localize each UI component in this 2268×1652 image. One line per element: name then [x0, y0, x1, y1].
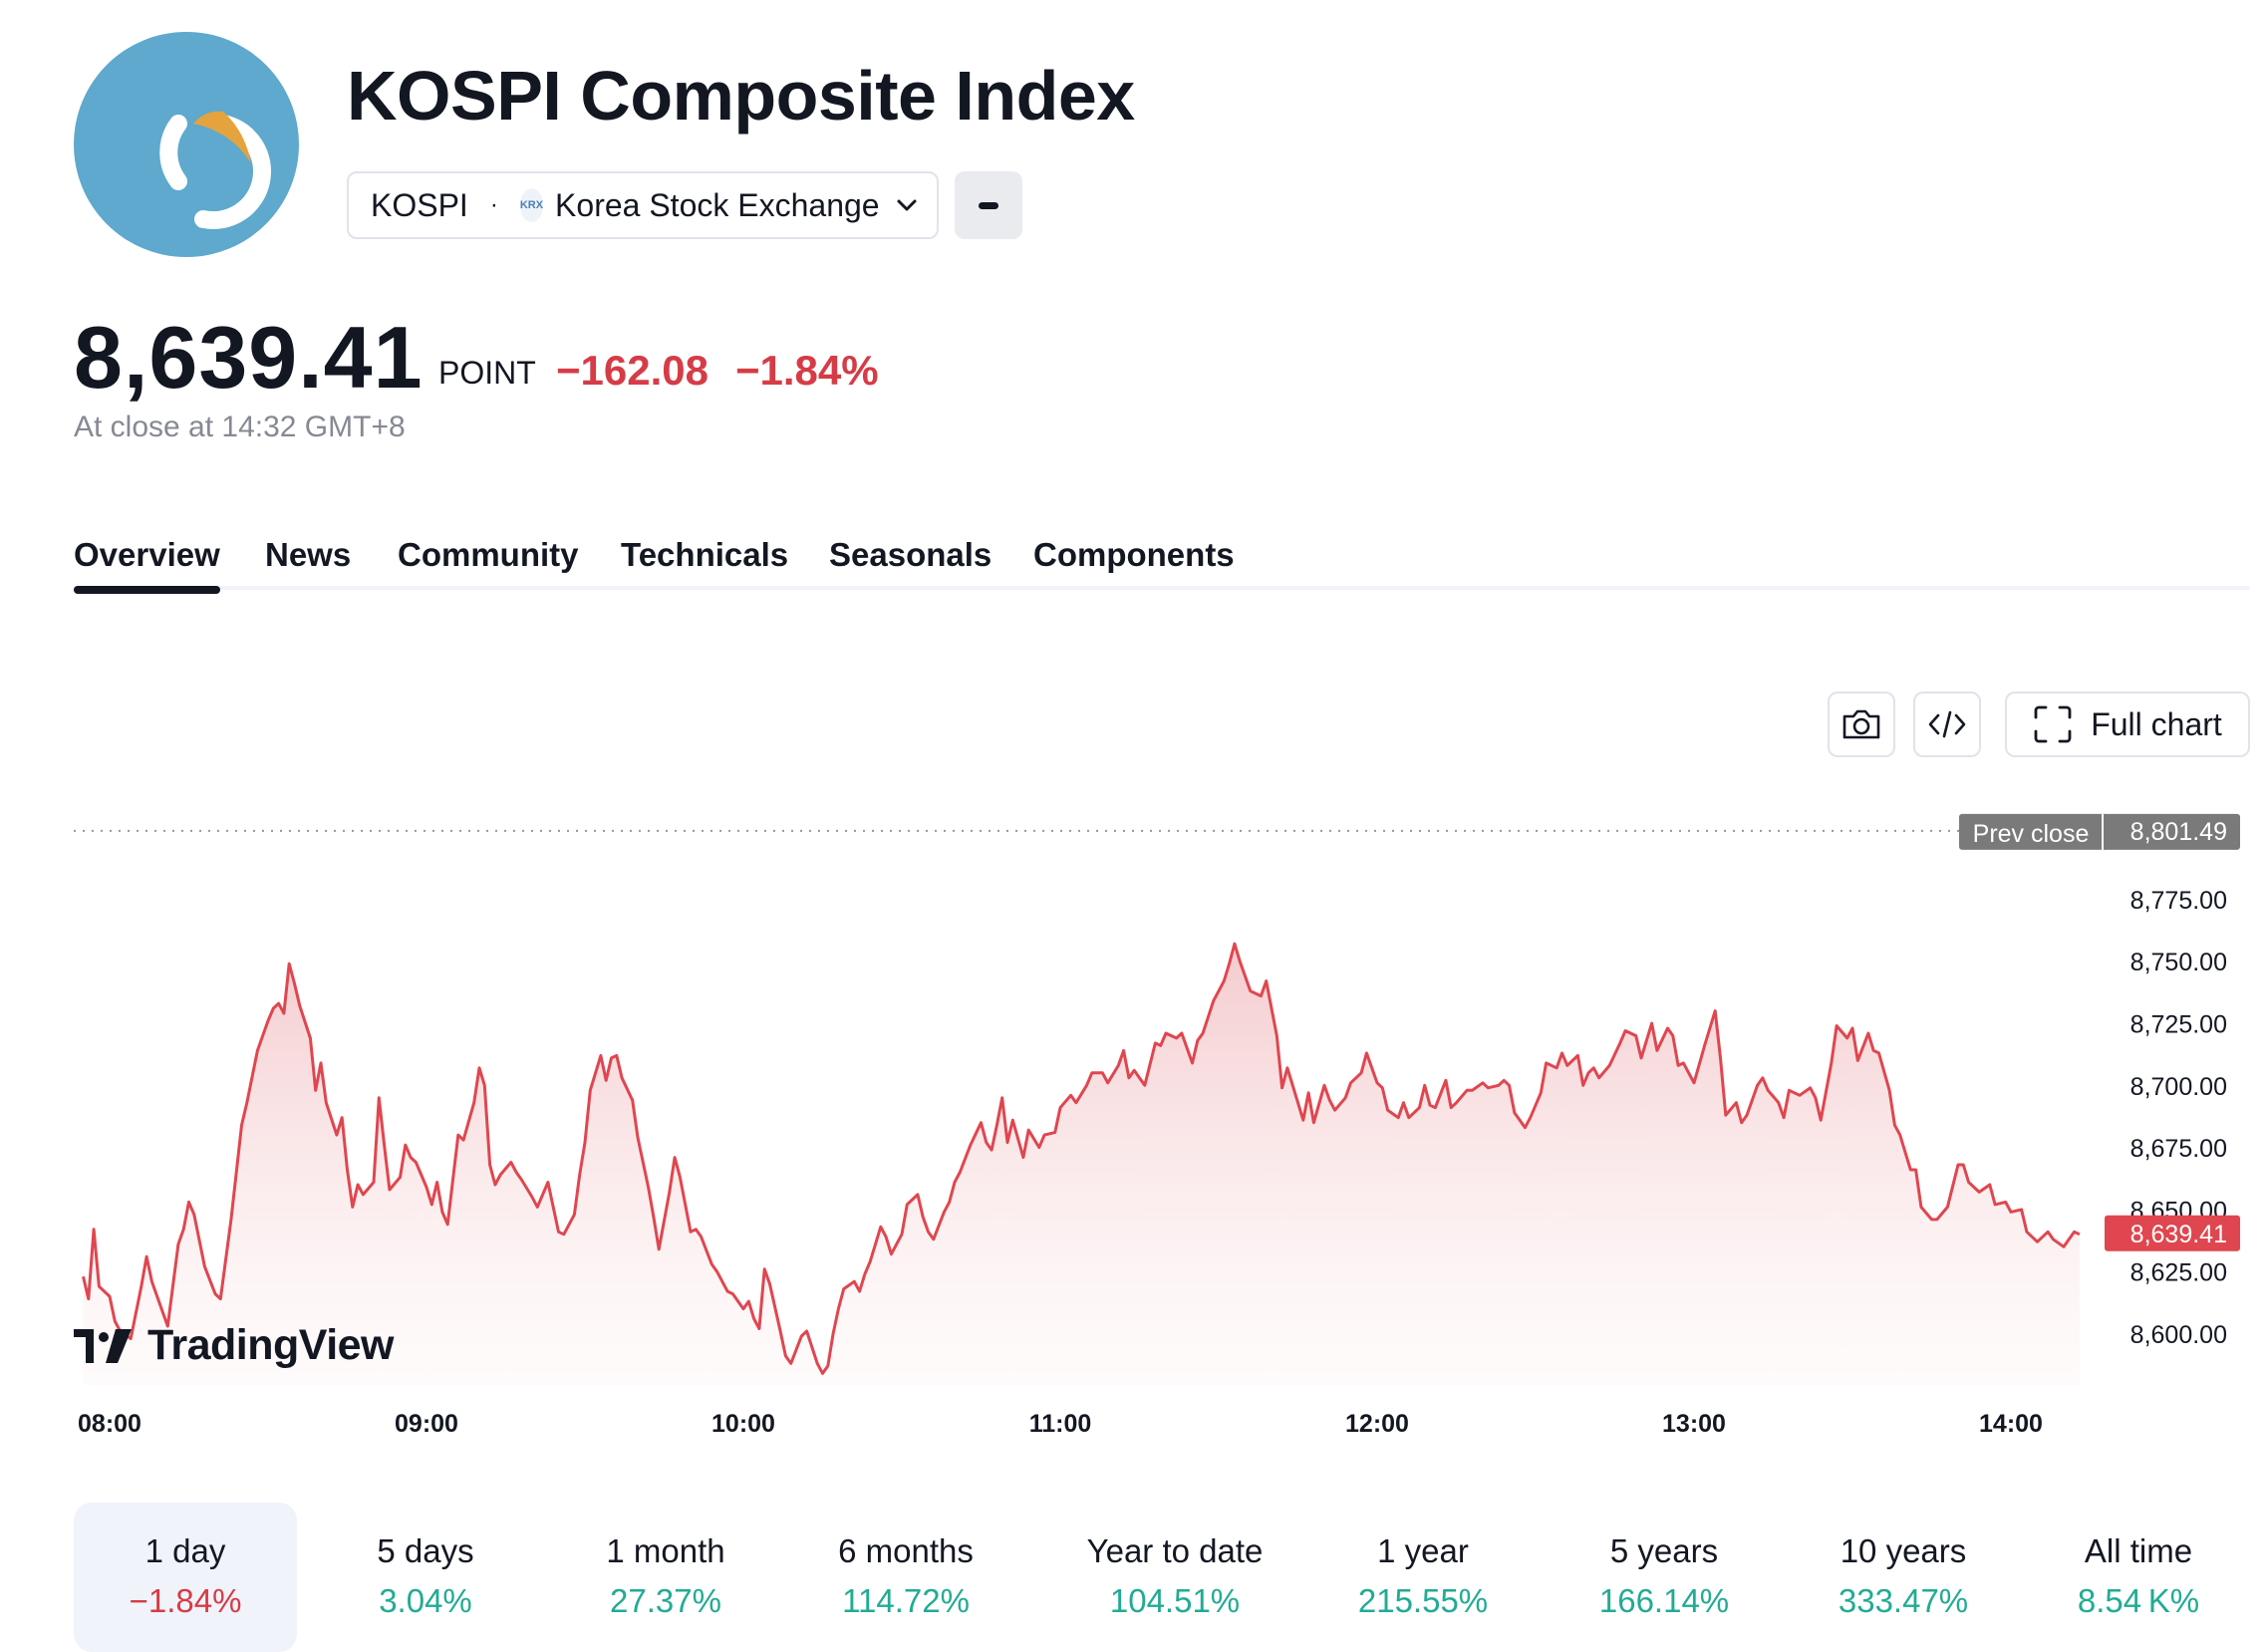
tab-bar-divider [74, 586, 2250, 590]
fullscreen-icon [2034, 705, 2072, 743]
prev-close-badge: Prev close 8,801.49 [1959, 813, 2240, 850]
period-change: 114.72% [842, 1582, 970, 1619]
period-1-month[interactable]: 1 month 27.37% [554, 1503, 777, 1652]
price-tick-label: 8,600.00 [2130, 1321, 2227, 1349]
last-price-value: 8,639.41 [2130, 1221, 2227, 1248]
period-label: 1 year [1377, 1532, 1469, 1569]
time-tick-label: 12:00 [1345, 1410, 1409, 1438]
price-tick-label: 8,750.00 [2130, 949, 2227, 976]
tab-seasonals[interactable]: Seasonals [829, 536, 992, 573]
period-6-months[interactable]: 6 months 114.72% [794, 1503, 1017, 1652]
prev-close-label: Prev close [1973, 820, 2090, 848]
period-change: 166.14% [1598, 1582, 1730, 1619]
tab-bar: Overview News Community Technicals Seaso… [74, 532, 2250, 594]
period-change: 215.55% [1357, 1582, 1489, 1619]
chevron-down-icon [896, 198, 918, 212]
camera-icon [1843, 709, 1880, 739]
exchange-selector[interactable]: KOSPI · KRX Korea Stock Exchange [347, 171, 939, 239]
tab-technicals[interactable]: Technicals [621, 536, 789, 573]
period-selector: 1 day −1.84% 5 days 3.04% 1 month 27.37%… [74, 1503, 2250, 1652]
last-price: 8,639.41 [74, 308, 424, 407]
period-5-days[interactable]: 5 days 3.04% [314, 1503, 537, 1652]
period-label: Year to date [1086, 1532, 1264, 1569]
more-button[interactable] [955, 171, 1022, 239]
period-change: 3.04% [379, 1582, 472, 1619]
embed-button[interactable] [1913, 691, 1981, 757]
period-change: 8.54 K% [2077, 1582, 2200, 1619]
period-1-day[interactable]: 1 day −1.84% [74, 1503, 297, 1652]
price-tick-label: 8,725.00 [2130, 1011, 2227, 1039]
code-icon [1928, 710, 1966, 738]
period-label: 6 months [838, 1532, 974, 1569]
period-label: 1 day [144, 1532, 226, 1569]
tab-news[interactable]: News [265, 536, 352, 573]
price-tick-label: 8,700.00 [2130, 1073, 2227, 1101]
time-tick-label: 08:00 [78, 1410, 142, 1438]
last-price-badge: 8,639.41 [2105, 1215, 2240, 1251]
period-label: 10 years [1840, 1532, 1967, 1569]
page-title: KOSPI Composite Index [347, 57, 1135, 135]
time-tick-label: 11:00 [1029, 1410, 1092, 1438]
time-tick-label: 09:00 [395, 1410, 458, 1438]
period-change: 104.51% [1109, 1582, 1241, 1619]
more-icon [979, 201, 998, 209]
period-change: −1.84% [129, 1582, 242, 1619]
price-change: −162.08 [556, 347, 709, 394]
period-all-time[interactable]: All time 8.54 K% [2027, 1503, 2250, 1652]
price-tick-label: 8,775.00 [2130, 887, 2227, 915]
tab-overview[interactable]: Overview [74, 536, 220, 594]
period-change: 27.37% [610, 1582, 721, 1619]
full-chart-button[interactable]: Full chart [2005, 691, 2250, 757]
price-tick-label: 8,675.00 [2130, 1135, 2227, 1163]
price-chart[interactable]: 8,600.008,625.008,650.008,675.008,700.00… [0, 0, 2268, 1475]
period-label: 5 years [1609, 1532, 1719, 1569]
plot-area [74, 829, 2081, 1385]
kospi-logo [74, 32, 299, 257]
close-time: At close at 14:32 GMT+8 [74, 411, 406, 443]
time-tick-label: 10:00 [711, 1410, 775, 1438]
price-tick-label: 8,625.00 [2130, 1259, 2227, 1287]
tradingview-logo-text: TradingView [147, 1321, 395, 1369]
last-price-badge-bg [2105, 1215, 2240, 1251]
separator: · [489, 191, 498, 218]
prev-close-value: 8,801.49 [2130, 818, 2227, 846]
period-label: 1 month [606, 1532, 725, 1569]
price-area-fill [83, 944, 2080, 1385]
time-tick-label: 13:00 [1662, 1410, 1726, 1438]
period-change: 333.47% [1838, 1582, 1969, 1619]
period-label: All time [2084, 1532, 2193, 1569]
price-unit: POINT [438, 355, 536, 391]
exchange-label: Korea Stock Exchange [555, 186, 880, 223]
tradingview-logo-icon [74, 1328, 132, 1363]
snapshot-button[interactable] [1828, 691, 1895, 757]
period-year-to-date[interactable]: Year to date 104.51% [1050, 1503, 1299, 1652]
tab-components[interactable]: Components [1033, 536, 1235, 573]
period-5-years[interactable]: 5 years 166.14% [1553, 1503, 1776, 1652]
prev-close-badge-bg [1959, 813, 2240, 850]
period-1-year[interactable]: 1 year 215.55% [1311, 1503, 1535, 1652]
symbol-label: KOSPI [371, 186, 468, 223]
price-axis: 8,600.008,625.008,650.008,675.008,700.00… [1959, 813, 2240, 1349]
period-label: 5 days [377, 1532, 474, 1569]
tab-community[interactable]: Community [398, 536, 579, 573]
price-line [82, 942, 2081, 1375]
period-10-years[interactable]: 10 years 333.47% [1792, 1503, 2015, 1652]
krx-icon: KRX [519, 188, 544, 222]
price-change-percent: −1.84% [735, 347, 879, 394]
full-chart-label: Full chart [2091, 705, 2222, 742]
time-axis: 08:00 09:00 10:00 11:00 12:00 13:00 14:00 [78, 1410, 2043, 1438]
kospi-logo-mark [159, 111, 272, 230]
tradingview-logo: TradingView [74, 1321, 395, 1370]
time-tick-label: 14:00 [1979, 1410, 2043, 1438]
